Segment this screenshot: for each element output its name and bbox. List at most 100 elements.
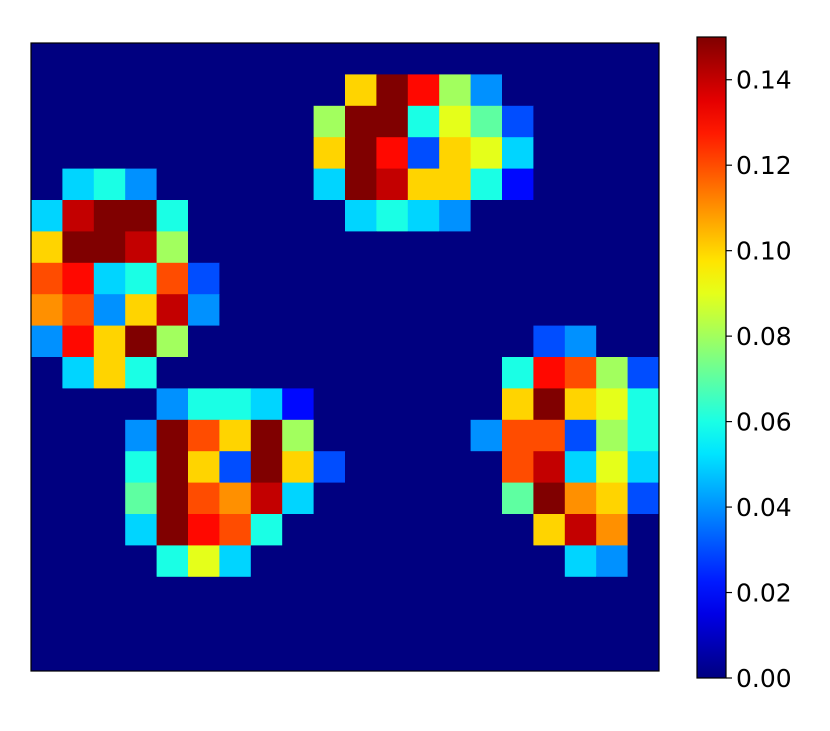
heat-cell — [564, 451, 597, 484]
heat-cell — [376, 639, 409, 672]
heat-cell — [93, 168, 126, 201]
heat-cell — [125, 105, 158, 138]
heat-cell — [282, 294, 315, 327]
heat-cell — [62, 639, 95, 672]
heat-cell — [62, 294, 95, 327]
heat-cell — [596, 419, 629, 452]
heat-cell — [31, 419, 63, 452]
heat-cell — [62, 576, 95, 609]
heat-cell — [439, 639, 472, 672]
heat-cell — [156, 74, 189, 107]
heat-cell — [596, 137, 629, 170]
heat-cell — [376, 388, 409, 421]
heat-cell — [439, 545, 472, 578]
heat-cell — [376, 200, 409, 232]
heat-cell — [502, 294, 534, 327]
heat-cell — [282, 419, 315, 452]
heat-cell — [345, 639, 377, 672]
heat-cell — [313, 325, 346, 358]
heat-cell — [470, 514, 503, 546]
heat-cell — [502, 74, 534, 107]
heat-cell — [596, 576, 629, 609]
heat-cell — [125, 357, 158, 389]
heat-cell — [439, 608, 472, 641]
heat-cell — [533, 482, 566, 515]
heat-cell — [219, 451, 252, 484]
heat-cell — [596, 74, 629, 107]
heat-cell — [564, 294, 597, 327]
heat-cell — [345, 137, 377, 170]
heat-cell — [627, 231, 660, 264]
heat-cell — [502, 43, 534, 75]
plot-frame — [30, 42, 660, 672]
heat-cell — [596, 357, 629, 389]
heat-cell — [407, 231, 440, 264]
heat-cell — [188, 545, 220, 578]
heat-cell — [313, 43, 346, 75]
heat-cell — [93, 43, 126, 75]
heat-cell — [250, 545, 283, 578]
heat-cell — [502, 482, 534, 515]
heat-cell — [125, 639, 158, 672]
heat-cell — [502, 262, 534, 295]
heat-cell — [125, 482, 158, 515]
heat-cell — [407, 576, 440, 609]
heat-cell — [62, 262, 95, 295]
heat-cell — [439, 357, 472, 389]
colorbar-tick-label: 0.04 — [736, 493, 792, 522]
heat-cell — [313, 262, 346, 295]
heat-cell — [250, 262, 283, 295]
heat-cell — [250, 325, 283, 358]
heat-cell — [282, 168, 315, 201]
heat-cell — [93, 514, 126, 546]
heat-cell — [282, 514, 315, 546]
heat-cell — [502, 451, 534, 484]
heat-cell — [156, 357, 189, 389]
heat-cell — [407, 294, 440, 327]
colorbar-tick-label: 0.14 — [736, 66, 792, 95]
heat-cell — [188, 262, 220, 295]
heat-cell — [125, 514, 158, 546]
heat-cell — [407, 105, 440, 138]
heat-cell — [313, 388, 346, 421]
heat-cell — [439, 514, 472, 546]
heat-cell — [439, 262, 472, 295]
heat-cell — [282, 200, 315, 232]
heat-cell — [62, 419, 95, 452]
heat-cell — [345, 388, 377, 421]
heat-cell — [219, 419, 252, 452]
heat-cell — [376, 231, 409, 264]
heat-cell — [627, 388, 660, 421]
heat-cell — [502, 388, 534, 421]
heat-cell — [627, 105, 660, 138]
heat-cell — [564, 168, 597, 201]
heat-cell — [345, 608, 377, 641]
heat-cell — [156, 105, 189, 138]
heat-cell — [439, 482, 472, 515]
heat-cell — [345, 576, 377, 609]
heat-cell — [564, 262, 597, 295]
heat-cell — [156, 200, 189, 232]
heat-cell — [156, 451, 189, 484]
heat-cell — [188, 388, 220, 421]
heat-cell — [250, 419, 283, 452]
heat-cell — [250, 639, 283, 672]
heat-cell — [533, 357, 566, 389]
heat-cell — [439, 419, 472, 452]
heat-cell — [502, 137, 534, 170]
heat-cell — [31, 262, 63, 295]
heat-cell — [188, 576, 220, 609]
heat-cell — [407, 514, 440, 546]
heat-cell — [345, 74, 377, 107]
heat-cell — [219, 514, 252, 546]
heat-cell — [250, 482, 283, 515]
heat-cell — [470, 451, 503, 484]
heat-cell — [250, 43, 283, 75]
heat-cell — [596, 168, 629, 201]
heat-cell — [219, 608, 252, 641]
heat-cell — [376, 608, 409, 641]
heat-cell — [93, 262, 126, 295]
heat-cell — [188, 419, 220, 452]
heat-cell — [627, 137, 660, 170]
heat-cell — [376, 514, 409, 546]
